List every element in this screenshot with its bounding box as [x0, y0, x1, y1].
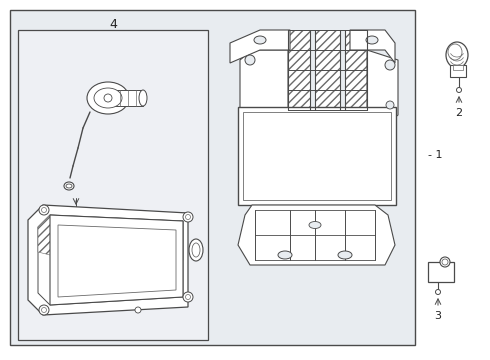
Bar	[243, 112, 391, 200]
Bar	[113, 90, 143, 106]
Circle shape	[183, 212, 193, 222]
Bar	[315, 30, 340, 110]
Text: 2: 2	[455, 108, 463, 118]
Polygon shape	[240, 50, 288, 125]
Ellipse shape	[94, 88, 122, 108]
Bar	[18, 30, 208, 340]
Circle shape	[245, 55, 255, 65]
Polygon shape	[367, 50, 398, 125]
Circle shape	[436, 289, 441, 294]
Ellipse shape	[64, 182, 74, 190]
Polygon shape	[50, 215, 183, 305]
Ellipse shape	[309, 221, 321, 229]
Ellipse shape	[446, 42, 468, 68]
Polygon shape	[38, 215, 183, 305]
Polygon shape	[350, 30, 395, 63]
Bar	[453, 65, 463, 70]
Bar	[428, 262, 454, 282]
Circle shape	[39, 205, 49, 215]
Bar	[10, 10, 415, 345]
Ellipse shape	[448, 44, 462, 60]
Ellipse shape	[189, 239, 203, 261]
Circle shape	[104, 94, 112, 102]
Circle shape	[39, 305, 49, 315]
Ellipse shape	[442, 259, 448, 265]
Text: 3: 3	[435, 311, 441, 321]
Ellipse shape	[440, 257, 450, 267]
Ellipse shape	[139, 90, 147, 106]
Text: 4: 4	[109, 18, 117, 31]
Ellipse shape	[254, 36, 266, 44]
Ellipse shape	[278, 251, 292, 259]
Circle shape	[386, 101, 394, 109]
Circle shape	[42, 307, 47, 312]
Circle shape	[457, 87, 462, 93]
Text: - 1: - 1	[428, 150, 442, 160]
Polygon shape	[38, 215, 183, 260]
Polygon shape	[238, 205, 395, 265]
Bar	[288, 30, 310, 110]
Circle shape	[183, 292, 193, 302]
Ellipse shape	[338, 251, 352, 259]
Bar	[238, 107, 396, 205]
Bar	[450, 65, 466, 77]
Ellipse shape	[366, 36, 378, 44]
Bar	[255, 210, 375, 260]
Circle shape	[42, 207, 47, 212]
Ellipse shape	[192, 243, 200, 257]
Polygon shape	[28, 205, 188, 315]
Circle shape	[135, 307, 141, 313]
Bar	[345, 30, 367, 110]
Text: 5: 5	[73, 215, 79, 225]
Polygon shape	[58, 225, 176, 297]
Polygon shape	[230, 30, 290, 63]
Circle shape	[385, 60, 395, 70]
Ellipse shape	[66, 184, 72, 188]
Circle shape	[186, 294, 191, 300]
Circle shape	[186, 215, 191, 220]
Ellipse shape	[87, 82, 129, 114]
